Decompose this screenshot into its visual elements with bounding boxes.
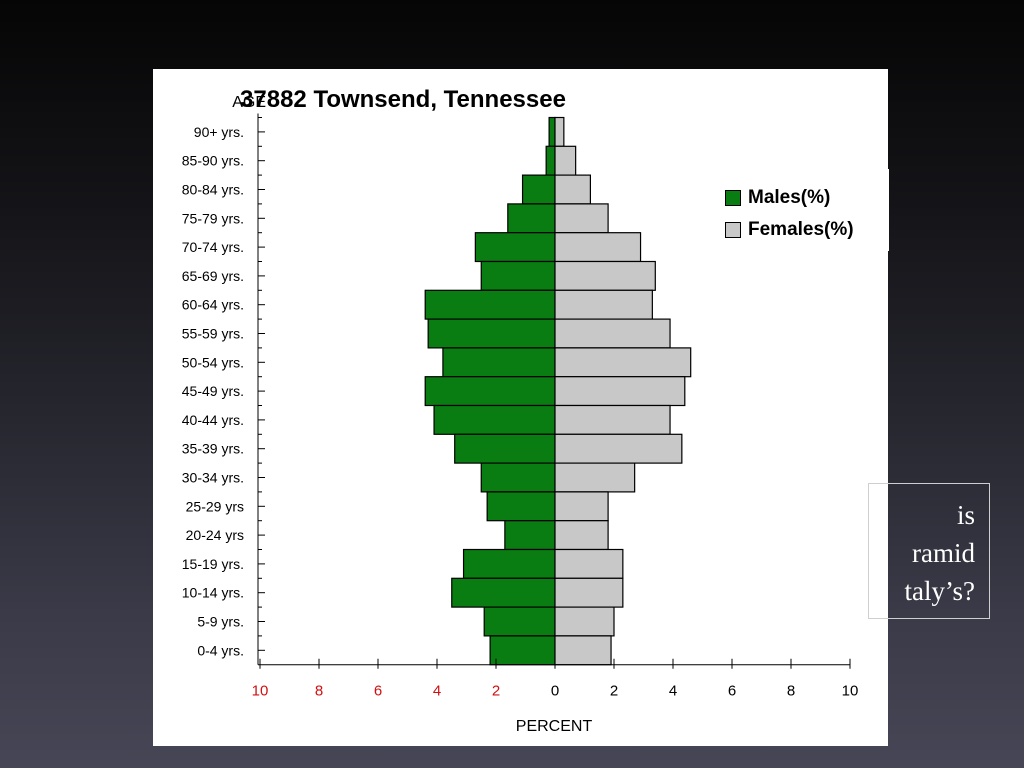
bar-female [554, 376, 686, 407]
axes-layer: 90+ yrs. 85-90 yrs. 80-84 yrs. 75-79 yrs. 70… [182, 113, 859, 700]
x-axis-title: PERCENT [516, 718, 593, 735]
x-tick-label: 10 [842, 683, 859, 700]
bar-female [554, 635, 612, 666]
bar-male [545, 145, 556, 176]
slide-text-line-1: is [956, 500, 975, 530]
y-tick-label: 80-84 yrs. [182, 182, 244, 198]
bar-female [554, 347, 692, 378]
bar-male [483, 606, 556, 637]
bar-female [554, 203, 609, 234]
y-tick-label: 50-54 yrs. [182, 354, 244, 370]
bar-female [554, 174, 592, 205]
bar-male [486, 491, 556, 522]
y-tick-label: 85-90 yrs. [182, 153, 244, 169]
slide-text-line-3: taly’s? [904, 576, 975, 606]
bar-male [424, 376, 556, 407]
y-tick-label: 75-79 yrs. [182, 210, 244, 226]
x-tick-label: 4 [433, 683, 441, 700]
y-axis-title: AGE [232, 94, 266, 111]
bar-female [554, 606, 615, 637]
bar-female [554, 433, 683, 464]
bar-male [442, 347, 556, 378]
bars-layer [424, 116, 692, 666]
bar-female [554, 232, 642, 263]
legend-swatch-males [725, 190, 741, 206]
bar-male [480, 260, 556, 291]
x-tick-label: 8 [787, 683, 795, 700]
y-tick-label: 10-14 yrs. [182, 585, 244, 601]
bar-male [454, 433, 556, 464]
y-tick-label: 35-39 yrs. [182, 441, 244, 457]
x-tick-label: 2 [610, 683, 618, 700]
chart-title: 37882 Townsend, Tennessee [240, 86, 566, 113]
y-tick-label: 0-4 yrs. [197, 642, 244, 658]
bar-male [424, 289, 556, 320]
bar-female [554, 145, 577, 176]
bar-male [451, 577, 556, 608]
y-tick-label: 5-9 yrs. [197, 614, 244, 630]
bar-male [521, 174, 556, 205]
population-pyramid-chart: 37882 Townsend, Tennessee AGE PERCENT 90… [182, 86, 859, 735]
bar-male [433, 404, 556, 435]
bar-female [554, 520, 609, 551]
bar-female [554, 289, 653, 320]
bar-male [480, 462, 556, 493]
bar-female [554, 548, 624, 579]
x-tick-label: 10 [252, 683, 269, 700]
x-tick-label: 0 [551, 683, 559, 700]
legend-item-females: Females(%) [725, 219, 854, 241]
y-tick-label: 25-29 yrs [186, 498, 244, 514]
y-tick-label: 90+ yrs. [194, 124, 244, 140]
x-tick-label: 6 [728, 683, 736, 700]
y-tick-label: 55-59 yrs. [182, 326, 244, 342]
bar-male [427, 318, 556, 349]
y-tick-label: 60-64 yrs. [182, 297, 244, 313]
chart-legend: Males(%) Females(%) [711, 169, 889, 251]
y-tick-label: 65-69 yrs. [182, 268, 244, 284]
y-tick-label: 40-44 yrs. [182, 412, 244, 428]
legend-swatch-females [725, 222, 741, 238]
legend-label-females: Females(%) [748, 219, 854, 240]
x-tick-label: 8 [315, 683, 323, 700]
bar-female [554, 116, 565, 147]
bar-male [504, 520, 556, 551]
y-tick-label: 15-19 yrs. [182, 556, 244, 572]
bar-female [554, 318, 671, 349]
bar-male [462, 548, 556, 579]
y-tick-label: 20-24 yrs [186, 527, 244, 543]
slide-text-line-2: ramid [912, 538, 975, 568]
bar-female [554, 462, 636, 493]
y-tick-label: 70-74 yrs. [182, 239, 244, 255]
y-tick-label: 30-34 yrs. [182, 470, 244, 486]
legend-label-males: Males(%) [748, 187, 831, 208]
bar-male [507, 203, 556, 234]
x-tick-label: 2 [492, 683, 500, 700]
slide-question-textbox: is ramid taly’s? [868, 483, 990, 619]
x-tick-label: 6 [374, 683, 382, 700]
bar-female [554, 577, 624, 608]
bar-male [548, 116, 556, 147]
bar-male [489, 635, 556, 666]
x-tick-label: 4 [669, 683, 677, 700]
bar-female [554, 404, 671, 435]
bar-female [554, 260, 656, 291]
bar-female [554, 491, 609, 522]
bar-male [474, 232, 556, 263]
y-tick-label: 45-49 yrs. [182, 383, 244, 399]
legend-item-males: Males(%) [725, 187, 830, 209]
